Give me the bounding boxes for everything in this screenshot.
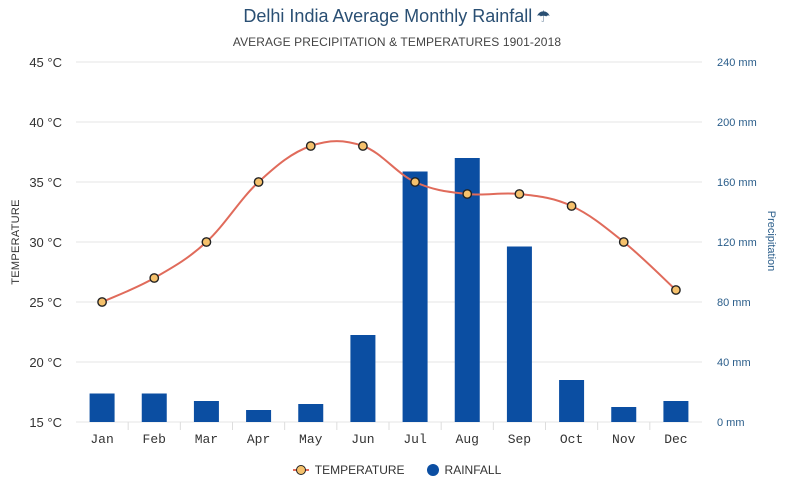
rainfall-bars [89, 158, 689, 423]
x-tick-label: Dec [664, 432, 687, 447]
temperature-point[interactable] [462, 189, 473, 199]
temperature-point[interactable] [618, 237, 629, 247]
x-tick-label: Jun [351, 432, 374, 447]
temperature-point[interactable] [671, 285, 681, 295]
right-axis-ticks: 240 mm 200 mm 160 mm 120 mm 80 mm 40 mm 0 mm [717, 57, 757, 429]
y-right-tick-label: 160 mm [717, 177, 757, 189]
rainfall-bar[interactable] [246, 410, 272, 422]
x-tick-label: Apr [247, 432, 270, 447]
legend-label-temperature: TEMPERATURE [314, 463, 405, 477]
temperature-point[interactable] [305, 141, 316, 151]
x-tick-label: Oct [560, 432, 583, 447]
temperature-line [101, 140, 677, 303]
legend-label-rainfall: RAINFALL [444, 463, 502, 477]
rainfall-bar[interactable] [663, 401, 689, 422]
rainfall-bar[interactable] [454, 158, 480, 422]
temperature-point[interactable] [253, 177, 264, 187]
x-axis-ticks: Jan Feb Mar Apr May Jun Jul Aug Sep Oct Nov Dec [90, 432, 687, 447]
temperature-point[interactable] [149, 273, 160, 283]
x-tick-label: Jan [90, 432, 113, 447]
y-right-tick-label: 80 mm [717, 297, 751, 309]
temperature-point[interactable] [566, 201, 577, 211]
y-left-tick-label: 20 °C [29, 355, 62, 370]
umbrella-rain-icon: ☂ [536, 9, 551, 26]
y-left-tick-label: 35 °C [29, 175, 62, 190]
y-left-tick-label: 45 °C [29, 55, 62, 70]
y-left-tick-label: 15 °C [29, 415, 62, 430]
y-left-tick-label: 40 °C [29, 115, 62, 130]
x-tick-label: May [299, 432, 323, 447]
y-right-tick-label: 120 mm [717, 237, 757, 249]
chart-title: Delhi India Average Monthly Rainfall ☂ [0, 6, 794, 27]
rainfall-bar[interactable] [350, 335, 376, 422]
rainfall-bar[interactable] [141, 393, 167, 423]
left-axis-ticks: 45 °C 40 °C 35 °C 30 °C 25 °C 20 °C 15 °C [29, 55, 62, 430]
legend-dot-icon [426, 464, 439, 476]
y-left-tick-label: 30 °C [29, 235, 62, 250]
temperature-point[interactable] [201, 237, 212, 247]
chart-subtitle: AVERAGE PRECIPITATION & TEMPERATURES 190… [232, 35, 562, 49]
legend: TEMPERATURE RAINFALL [0, 463, 794, 477]
chart-title-text: Delhi India Average Monthly Rainfall [243, 6, 533, 26]
x-tick-label: Jul [403, 432, 427, 447]
temperature-line-layer [97, 140, 681, 307]
x-tick-label: Feb [143, 432, 166, 447]
rainfall-bar[interactable] [506, 246, 532, 423]
rainfall-bar[interactable] [611, 407, 637, 422]
rainfall-bar[interactable] [559, 380, 585, 422]
x-tick-label: Nov [612, 432, 636, 447]
rainfall-bar[interactable] [402, 171, 428, 423]
y-right-tick-label: 240 mm [717, 57, 757, 69]
y-axis-left-label: TEMPERATURE [10, 199, 22, 285]
x-tick-label: Aug [456, 432, 479, 447]
y-axis-right-label: Precipitation [765, 211, 777, 272]
rainfall-bar[interactable] [298, 404, 324, 422]
legend-line-marker-icon [292, 465, 309, 475]
temperature-point[interactable] [514, 189, 525, 199]
y-right-tick-label: 200 mm [717, 117, 757, 129]
temperature-point[interactable] [97, 297, 107, 307]
rainfall-bar[interactable] [193, 401, 219, 422]
rainfall-bar[interactable] [89, 393, 115, 423]
x-tick-label: Mar [195, 432, 218, 447]
y-left-tick-label: 25 °C [29, 295, 62, 310]
gridlines [76, 61, 702, 430]
x-tick-label: Sep [508, 432, 531, 447]
y-right-tick-label: 0 mm [717, 417, 745, 429]
temperature-point[interactable] [358, 141, 368, 151]
legend-item-rainfall[interactable]: RAINFALL [426, 463, 502, 477]
legend-item-temperature[interactable]: TEMPERATURE [292, 463, 405, 477]
temperature-point[interactable] [410, 177, 420, 187]
y-right-tick-label: 40 mm [717, 357, 751, 369]
